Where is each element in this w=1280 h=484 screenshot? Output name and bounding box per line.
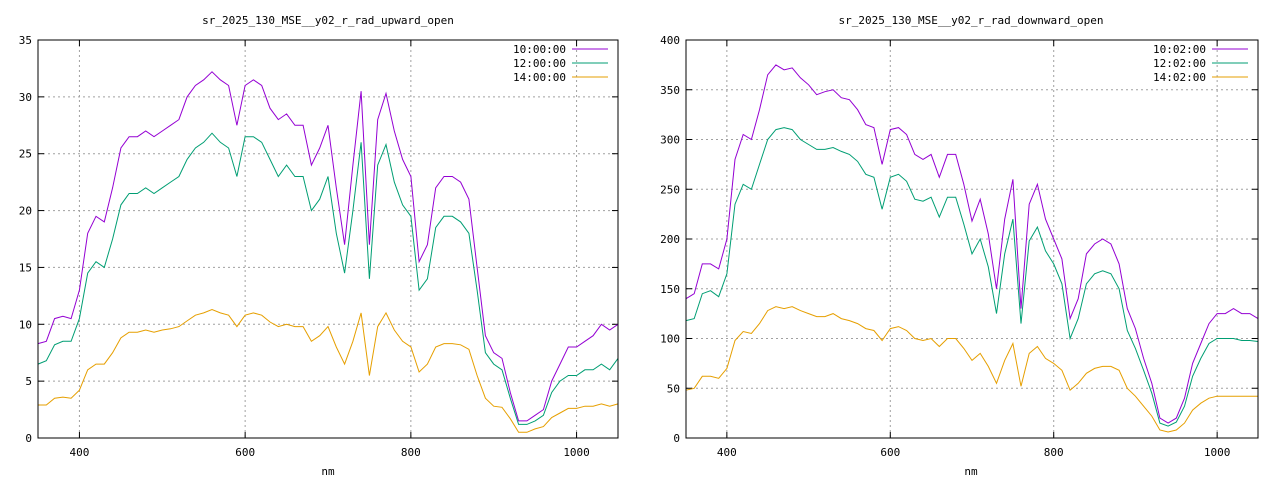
- legend-label: 10:02:00: [1153, 43, 1206, 56]
- legend-label: 10:00:00: [513, 43, 566, 56]
- y-tick-label: 100: [660, 333, 680, 346]
- y-tick-label: 25: [19, 148, 32, 161]
- legend-label: 14:02:00: [1153, 71, 1206, 84]
- chart-title: sr_2025_130_MSE__y02_r_rad_upward_open: [202, 14, 454, 27]
- downward-radiance-chart: sr_2025_130_MSE__y02_r_rad_downward_open…: [660, 14, 1259, 478]
- x-axis-label: nm: [964, 465, 978, 478]
- grid: [38, 39, 618, 439]
- series-line-1: [685, 64, 1259, 424]
- legend-label: 12:00:00: [513, 57, 566, 70]
- upward-radiance-chart: sr_2025_130_MSE__y02_r_rad_upward_open n…: [19, 14, 619, 478]
- y-tick-label: 15: [19, 261, 32, 274]
- y-tick-label: 30: [19, 91, 32, 104]
- y-tick-label: 0: [673, 432, 680, 445]
- x-tick-label: 400: [717, 446, 737, 459]
- plot-frame: [37, 39, 619, 439]
- x-tick-label: 400: [69, 446, 89, 459]
- y-tick-label: 50: [667, 382, 680, 395]
- x-tick-label: 1000: [1204, 446, 1231, 459]
- series-line-2: [685, 127, 1259, 427]
- y-tick-label: 350: [660, 84, 680, 97]
- plot-frame: [685, 39, 1259, 439]
- series-line-3: [685, 306, 1258, 433]
- legend-label: 12:02:00: [1153, 57, 1206, 70]
- series-line-1: [37, 71, 619, 422]
- y-tick-label: 300: [660, 134, 680, 147]
- x-tick-label: 800: [1044, 446, 1064, 459]
- x-axis-label: nm: [321, 465, 335, 478]
- y-tick-label: 20: [19, 205, 32, 218]
- chart-title: sr_2025_130_MSE__y02_r_rad_downward_open: [839, 14, 1104, 27]
- y-tick-label: 0: [25, 432, 32, 445]
- y-tick-label: 250: [660, 183, 680, 196]
- grid: [686, 39, 1258, 439]
- y-tick-label: 5: [25, 375, 32, 388]
- x-tick-label: 600: [880, 446, 900, 459]
- y-tick-label: 150: [660, 283, 680, 296]
- series-line-2: [37, 132, 619, 425]
- y-tick-label: 400: [660, 34, 680, 47]
- y-tick-label: 200: [660, 233, 680, 246]
- y-tick-label: 10: [19, 318, 32, 331]
- y-tick-label: 35: [19, 34, 32, 47]
- legend-label: 14:00:00: [513, 71, 566, 84]
- series-line-3: [38, 308, 619, 433]
- x-tick-label: 800: [401, 446, 421, 459]
- x-tick-label: 600: [235, 446, 255, 459]
- x-tick-label: 1000: [563, 446, 590, 459]
